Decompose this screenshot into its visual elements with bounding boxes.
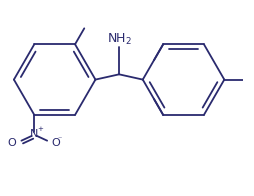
Text: ⁻: ⁻: [58, 135, 62, 144]
Text: NH$_2$: NH$_2$: [107, 32, 132, 47]
Text: +: +: [37, 126, 43, 132]
Text: O: O: [7, 138, 16, 148]
Text: N: N: [30, 129, 39, 139]
Text: O: O: [51, 138, 60, 148]
